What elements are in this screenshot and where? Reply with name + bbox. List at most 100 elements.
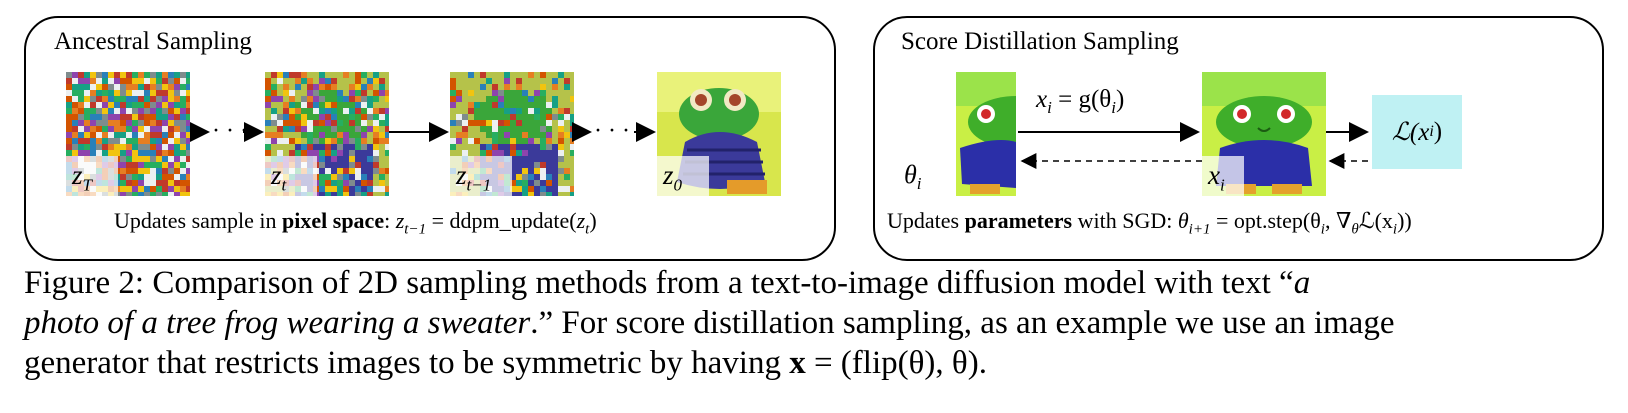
less-noisy-frog-image-zt1: zt−1 bbox=[450, 72, 574, 196]
noise-pixel bbox=[325, 102, 331, 108]
noise-pixel bbox=[367, 78, 373, 84]
noise-pixel bbox=[558, 90, 564, 96]
noise-pixel bbox=[343, 114, 349, 120]
noise-pixel bbox=[66, 78, 72, 84]
noise-pixel bbox=[385, 108, 389, 114]
noise-pixel bbox=[385, 72, 389, 78]
noise-pixel bbox=[66, 90, 72, 96]
noisy-frog-image-zt: zt bbox=[265, 72, 389, 196]
noise-pixel bbox=[150, 186, 156, 192]
noise-pixel bbox=[343, 156, 349, 162]
noise-pixel bbox=[498, 102, 504, 108]
noise-pixel bbox=[510, 150, 516, 156]
half-frog-illustration bbox=[956, 72, 1016, 196]
noise-pixel bbox=[492, 102, 498, 108]
noise-pixel bbox=[558, 102, 564, 108]
noise-pixel bbox=[516, 144, 522, 150]
noise-pixel bbox=[516, 186, 522, 192]
noise-pixel bbox=[295, 126, 301, 132]
noise-pixel bbox=[343, 120, 349, 126]
noise-pixel bbox=[301, 138, 307, 144]
noise-pixel bbox=[295, 78, 301, 84]
noise-pixel bbox=[72, 96, 78, 102]
noise-pixel bbox=[558, 132, 564, 138]
noise-pixel bbox=[132, 108, 138, 114]
noise-pixel bbox=[564, 192, 570, 196]
noise-pixel bbox=[504, 120, 510, 126]
noise-pixel bbox=[126, 96, 132, 102]
noise-pixel bbox=[468, 150, 474, 156]
noise-pixel bbox=[355, 192, 361, 196]
noise-pixel bbox=[564, 90, 570, 96]
noise-pixel bbox=[522, 132, 528, 138]
noise-pixel bbox=[162, 132, 168, 138]
noise-pixel bbox=[132, 180, 138, 186]
noise-pixel bbox=[361, 162, 367, 168]
noise-pixel bbox=[96, 144, 102, 150]
noise-pixel bbox=[558, 150, 564, 156]
noise-pixel bbox=[132, 96, 138, 102]
noise-pixel bbox=[546, 132, 552, 138]
noise-pixel bbox=[456, 138, 462, 144]
noise-pixel bbox=[301, 96, 307, 102]
noise-pixel bbox=[564, 96, 570, 102]
noise-pixel bbox=[72, 120, 78, 126]
noise-pixel bbox=[331, 132, 337, 138]
noise-pixel bbox=[168, 132, 174, 138]
noise-pixel bbox=[319, 192, 325, 196]
noise-pixel bbox=[468, 114, 474, 120]
noise-pixel bbox=[319, 174, 325, 180]
noise-pixel bbox=[325, 126, 331, 132]
noise-pixel bbox=[486, 90, 492, 96]
noise-pixel bbox=[534, 132, 540, 138]
noise-pixel bbox=[283, 108, 289, 114]
noise-pixel bbox=[301, 102, 307, 108]
noise-pixel bbox=[480, 78, 486, 84]
label-zt-minus-1: zt−1 bbox=[450, 156, 512, 196]
noise-pixel bbox=[180, 144, 186, 150]
noise-pixel bbox=[108, 96, 114, 102]
noise-pixel bbox=[534, 120, 540, 126]
noise-pixel bbox=[516, 168, 522, 174]
noise-pixel bbox=[150, 108, 156, 114]
noise-pixel bbox=[546, 96, 552, 102]
noise-pixel bbox=[522, 138, 528, 144]
noise-pixel bbox=[516, 120, 522, 126]
noise-pixel bbox=[480, 138, 486, 144]
noise-pixel bbox=[186, 78, 190, 84]
noise-pixel bbox=[528, 96, 534, 102]
noise-pixel bbox=[283, 138, 289, 144]
noise-pixel bbox=[102, 72, 108, 78]
noise-pixel bbox=[144, 96, 150, 102]
noise-pixel bbox=[66, 132, 72, 138]
noise-pixel bbox=[156, 174, 162, 180]
noise-pixel bbox=[349, 114, 355, 120]
noise-pixel bbox=[325, 156, 331, 162]
noise-pixel bbox=[96, 102, 102, 108]
noise-pixel bbox=[570, 102, 574, 108]
noise-pixel bbox=[331, 126, 337, 132]
noise-pixel bbox=[78, 126, 84, 132]
noise-pixel bbox=[528, 90, 534, 96]
noise-pixel bbox=[174, 96, 180, 102]
noise-pixel bbox=[156, 96, 162, 102]
noise-pixel bbox=[450, 108, 456, 114]
noise-pixel bbox=[114, 144, 120, 150]
noise-pixel bbox=[66, 120, 72, 126]
noise-pixel bbox=[468, 126, 474, 132]
noise-pixel bbox=[498, 84, 504, 90]
noise-pixel bbox=[186, 96, 190, 102]
noise-pixel bbox=[456, 102, 462, 108]
noise-pixel bbox=[150, 96, 156, 102]
noise-pixel bbox=[367, 168, 373, 174]
noise-pixel bbox=[156, 192, 162, 196]
noise-pixel bbox=[468, 138, 474, 144]
noise-pixel bbox=[277, 138, 283, 144]
noise-pixel bbox=[522, 90, 528, 96]
noise-pixel bbox=[168, 144, 174, 150]
noise-pixel bbox=[186, 120, 190, 126]
noise-pixel bbox=[150, 132, 156, 138]
noise-pixel bbox=[301, 90, 307, 96]
noise-pixel bbox=[552, 174, 558, 180]
noise-pixel bbox=[516, 162, 522, 168]
